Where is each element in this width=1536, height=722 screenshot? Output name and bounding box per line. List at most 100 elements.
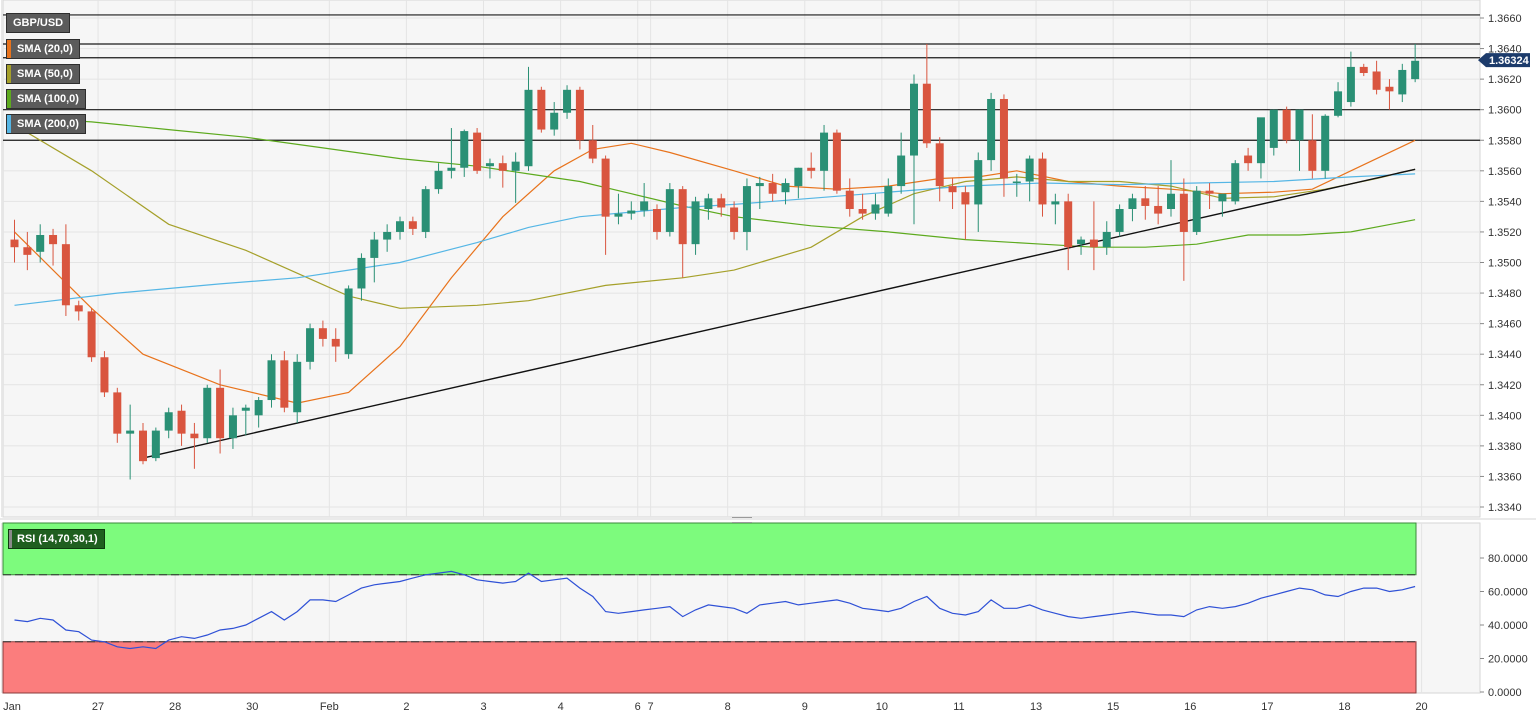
candle-body — [730, 207, 739, 232]
rsi-tick-label: 20.0000 — [1488, 654, 1528, 666]
candle-body — [485, 163, 494, 167]
candle — [1334, 82, 1343, 118]
candle-body — [588, 140, 597, 159]
candle-body — [1218, 193, 1227, 202]
candle-body — [306, 328, 315, 362]
candle — [1077, 236, 1086, 255]
candle-body — [794, 167, 803, 187]
candle-body — [267, 360, 276, 401]
candle — [537, 86, 546, 133]
x-tick-label: 28 — [169, 701, 181, 713]
candle-body — [331, 338, 340, 347]
candle-body — [318, 328, 327, 339]
candle — [177, 404, 186, 446]
candle — [627, 201, 636, 220]
candle-body — [537, 89, 546, 130]
candle — [1359, 63, 1368, 77]
candle — [768, 173, 777, 202]
candle — [1256, 117, 1265, 179]
candle — [36, 224, 45, 263]
candle — [318, 320, 327, 347]
candle — [473, 128, 482, 174]
candle — [742, 178, 751, 251]
sma-200-swatch — [7, 115, 11, 133]
candle-body — [36, 234, 45, 252]
price-tick-label: 1.3560 — [1488, 166, 1522, 178]
legend-sma-50[interactable]: SMA (50,0) — [6, 64, 80, 84]
candle — [511, 152, 520, 203]
candle-body — [781, 183, 790, 193]
price-tick-label: 1.3520 — [1488, 227, 1522, 239]
candle — [113, 387, 122, 443]
candle — [704, 193, 713, 220]
candle — [1141, 186, 1150, 220]
candle-body — [1372, 71, 1381, 90]
candle — [987, 92, 996, 171]
candle-body — [614, 213, 623, 217]
sma-50-swatch — [7, 65, 11, 83]
price-tick-label: 1.3480 — [1488, 288, 1522, 300]
candle — [563, 85, 572, 119]
candle — [897, 132, 906, 194]
candle-body — [1256, 117, 1265, 164]
legend-sma-200[interactable]: SMA (200,0) — [6, 114, 86, 134]
candle — [1372, 60, 1381, 95]
x-tick-label: 7 — [648, 701, 654, 713]
legend-sma-100[interactable]: SMA (100,0) — [6, 89, 86, 109]
candle — [858, 193, 867, 220]
candle — [203, 384, 212, 443]
candle — [999, 94, 1008, 197]
candle-body — [460, 131, 469, 168]
candle — [1282, 106, 1291, 144]
legend-symbol[interactable]: GBP/USD — [6, 13, 71, 33]
x-tick-label: 8 — [725, 701, 731, 713]
legend-rsi[interactable]: RSI (14,70,30,1) — [8, 529, 105, 549]
candle — [935, 137, 944, 202]
candle-body — [473, 132, 482, 171]
x-tick-label: 10 — [876, 701, 888, 713]
candle — [87, 308, 96, 362]
x-tick-label: 3 — [480, 701, 486, 713]
candle-body — [1321, 115, 1330, 171]
candle — [1038, 152, 1047, 217]
candle-body — [563, 89, 572, 113]
candle — [1012, 173, 1021, 197]
candle-body — [1154, 205, 1163, 214]
candle-body — [126, 430, 135, 434]
price-tick-label: 1.3620 — [1488, 74, 1522, 86]
candle — [190, 422, 199, 469]
pane-resize-handle[interactable] — [732, 517, 752, 523]
candle-body — [691, 201, 700, 245]
candle-body — [23, 247, 32, 255]
candle-body — [1385, 86, 1394, 92]
candle — [460, 129, 469, 177]
candle — [254, 396, 263, 428]
candle-body — [820, 132, 829, 171]
candle — [1064, 193, 1073, 271]
candle — [1385, 79, 1394, 110]
candle-body — [755, 183, 764, 187]
candle — [498, 155, 507, 188]
candle-body — [897, 155, 906, 187]
candle — [421, 186, 430, 239]
legend-sma-20[interactable]: SMA (20,0) — [6, 39, 80, 59]
candle-body — [396, 221, 404, 232]
candle-body — [999, 98, 1008, 179]
candle-body — [1179, 193, 1188, 232]
candle — [241, 404, 250, 436]
candle — [678, 186, 687, 278]
x-tick-label: 17 — [1261, 701, 1273, 713]
candle — [665, 183, 674, 237]
candle — [1411, 43, 1420, 83]
candle-body — [61, 244, 70, 306]
x-tick-label: 16 — [1184, 701, 1196, 713]
last-price-label: 1.36324 — [1489, 55, 1530, 67]
candle-body — [601, 158, 610, 217]
sma-20-swatch — [7, 40, 11, 58]
candle-body — [961, 192, 970, 205]
candle — [344, 285, 353, 359]
candle — [910, 74, 918, 225]
candle-body — [280, 360, 289, 408]
candle — [1192, 186, 1201, 235]
candle-body — [768, 183, 777, 194]
